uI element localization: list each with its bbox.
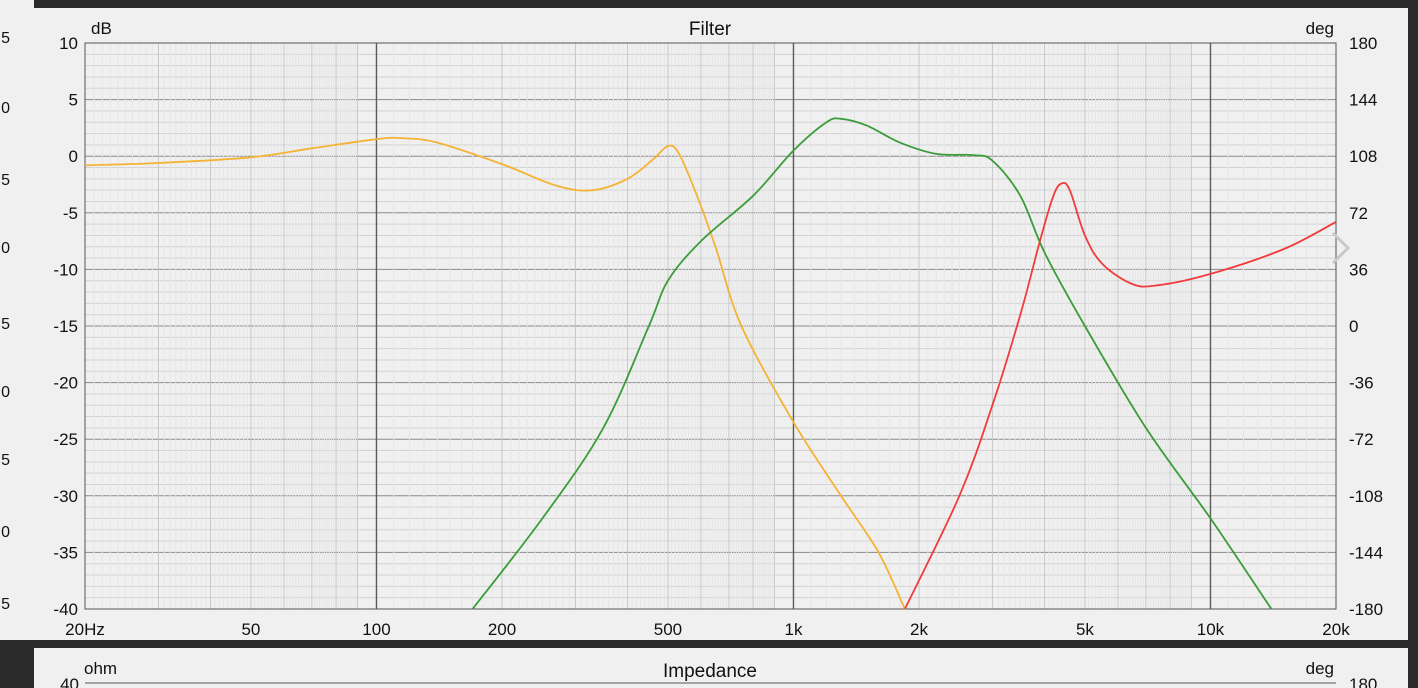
y2-tick-label: -144 <box>1349 543 1383 562</box>
left-strip-axis: 5 0 5 0 5 0 5 0 5 <box>0 0 34 640</box>
y-axis-unit-label: dB <box>91 19 112 38</box>
y-tick-label: -20 <box>53 374 78 393</box>
y2-tick-label: -108 <box>1349 487 1383 506</box>
x-tick-label: 10k <box>1197 620 1225 639</box>
y2-tick-label: -180 <box>1349 600 1383 619</box>
y2-tick-label: 180 <box>1349 34 1377 53</box>
chevron-right-icon[interactable] <box>1330 230 1352 266</box>
y2-tick-label: -72 <box>1349 430 1374 449</box>
tick-labels: 20Hz 50 100 200 500 1k 2k 5k 10k 20k1050-5-10-15-… <box>53 34 1383 639</box>
series-line-2 <box>471 117 1273 610</box>
impedance-chart-panel: Impedance ohm deg 40 180 <box>34 648 1408 688</box>
filter-chart-panel: Filter dB deg 20Hz 50 100 200 500 1k 2k 5k 10k 20… <box>34 8 1408 640</box>
y-tick-label: -5 <box>63 204 78 223</box>
left-strip-label: 0 <box>1 240 10 257</box>
y2-tick-label: 0 <box>1349 317 1358 336</box>
left-strip-label: 0 <box>1 524 10 541</box>
left-strip-label: 0 <box>1 100 10 117</box>
impedance-chart: Impedance ohm deg 40 180 <box>60 659 1377 688</box>
left-strip-label: 5 <box>1 172 10 189</box>
y-tick-label: -15 <box>53 317 78 336</box>
y-tick-label: -10 <box>53 260 78 279</box>
impedance-y2-tick-top: 180 <box>1349 675 1377 688</box>
x-tick-label: 500 <box>654 620 682 639</box>
left-strip-label: 5 <box>1 30 10 47</box>
x-tick-label: 50 <box>241 620 260 639</box>
x-tick-label: 1k <box>784 620 802 639</box>
y-tick-label: 10 <box>59 34 78 53</box>
y-tick-label: 5 <box>69 91 78 110</box>
series-line-3 <box>904 181 1337 610</box>
left-strip-label: 0 <box>1 384 10 401</box>
y2-axis-unit-label: deg <box>1306 19 1334 38</box>
y-tick-label: -35 <box>53 543 78 562</box>
x-tick-label: 200 <box>488 620 516 639</box>
x-tick-label: 5k <box>1076 620 1094 639</box>
filter-chart: Filter dB deg 20Hz 50 100 200 500 1k 2k 5k 10k 20… <box>53 19 1383 639</box>
plot-frame <box>84 42 1337 610</box>
y2-tick-label: -36 <box>1349 374 1374 393</box>
y2-tick-label: 108 <box>1349 147 1377 166</box>
impedance-y-tick-top: 40 <box>60 675 79 688</box>
y2-tick-label: 72 <box>1349 204 1368 223</box>
series-lines <box>84 117 1337 610</box>
chart-title: Filter <box>689 19 732 40</box>
x-tick-label: 2k <box>910 620 928 639</box>
x-tick-label: 20k <box>1322 620 1350 639</box>
left-strip-label: 5 <box>1 596 10 613</box>
grid <box>84 42 1337 610</box>
left-strip-label: 5 <box>1 316 10 333</box>
series-line-1 <box>84 136 906 610</box>
y2-tick-label: 144 <box>1349 91 1377 110</box>
x-tick-label: 20Hz <box>65 620 105 639</box>
y-tick-label: 0 <box>69 147 78 166</box>
impedance-y-unit-label: ohm <box>84 659 117 678</box>
left-strip-label: 5 <box>1 452 10 469</box>
x-tick-label: 100 <box>362 620 390 639</box>
y-tick-label: -40 <box>53 600 78 619</box>
impedance-chart-title: Impedance <box>663 661 757 682</box>
y-tick-label: -30 <box>53 487 78 506</box>
y-tick-label: -25 <box>53 430 78 449</box>
y2-tick-label: 36 <box>1349 260 1368 279</box>
impedance-y2-unit-label: deg <box>1306 659 1334 678</box>
